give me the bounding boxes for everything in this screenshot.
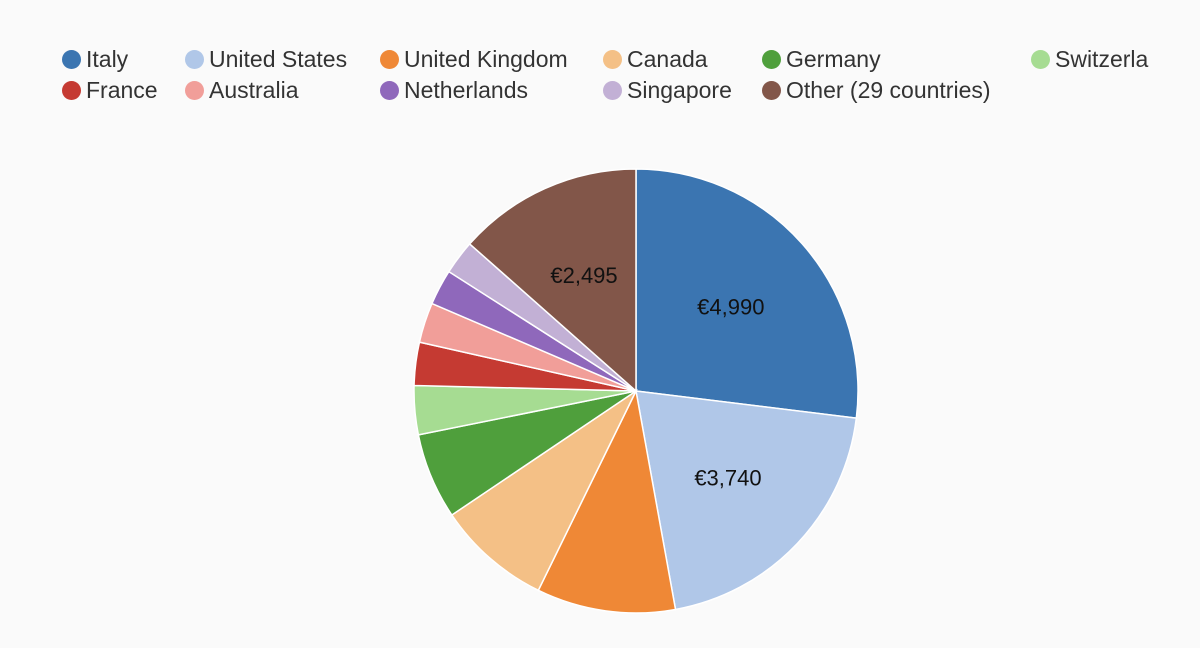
legend-label-singapore: Singapore — [627, 76, 732, 103]
legend-label-germany: Germany — [786, 45, 881, 72]
legend-swatch-other — [762, 80, 781, 100]
pie-slice-united-states[interactable] — [635, 390, 858, 611]
legend: Italy United States United Kingdom Canad… — [0, 0, 1200, 120]
legend-swatch-germany — [762, 49, 781, 69]
legend-item-singapore[interactable]: Singapore — [603, 75, 732, 105]
legend-label-australia: Australia — [209, 76, 299, 103]
legend-swatch-switzerland — [1031, 49, 1050, 69]
pie-slice-united-kingdom[interactable] — [537, 388, 677, 614]
legend-swatch-italy — [62, 49, 81, 69]
legend-item-germany[interactable]: Germany — [762, 44, 881, 74]
legend-item-switzerland[interactable]: Switzerla — [1031, 44, 1148, 74]
legend-item-italy[interactable]: Italy — [62, 44, 128, 74]
legend-label-united-states: United States — [209, 45, 348, 72]
legend-label-united-kingdom: United Kingdom — [404, 45, 568, 72]
legend-item-netherlands[interactable]: Netherlands — [380, 75, 528, 105]
legend-swatch-netherlands — [380, 80, 399, 100]
legend-item-australia[interactable]: Australia — [185, 75, 298, 105]
legend-item-other[interactable]: Other (29 countries) — [762, 75, 991, 105]
legend-item-united-states[interactable]: United States — [185, 44, 347, 74]
legend-swatch-australia — [185, 80, 204, 100]
legend-swatch-france — [62, 80, 81, 100]
legend-swatch-canada — [603, 49, 622, 69]
legend-label-other: Other (29 countries) — [786, 76, 991, 103]
legend-label-canada: Canada — [627, 45, 708, 72]
legend-swatch-united-states — [185, 49, 204, 69]
legend-item-france[interactable]: France — [62, 75, 158, 105]
slice-label-other-29-countries: €2,495 — [550, 263, 617, 288]
pie-slices — [413, 168, 859, 614]
slice-label-united-states: €3,740 — [694, 465, 761, 490]
legend-swatch-singapore — [603, 80, 622, 100]
legend-label-france: France — [86, 76, 158, 103]
pie-slice-other-29-countries[interactable] — [468, 168, 637, 393]
pie-labels: €4,990 €3,740 €2,495 — [550, 263, 764, 490]
legend-swatch-united-kingdom — [380, 49, 399, 69]
pie-slice-italy[interactable] — [635, 168, 859, 419]
legend-item-canada[interactable]: Canada — [603, 44, 708, 74]
legend-label-italy: Italy — [86, 45, 129, 72]
slice-label-italy: €4,990 — [697, 295, 764, 320]
legend-label-switzerland: Switzerla — [1055, 45, 1149, 72]
legend-label-netherlands: Netherlands — [404, 76, 529, 103]
pie-slice-canada[interactable] — [450, 388, 638, 592]
legend-item-united-kingdom[interactable]: United Kingdom — [380, 44, 568, 74]
